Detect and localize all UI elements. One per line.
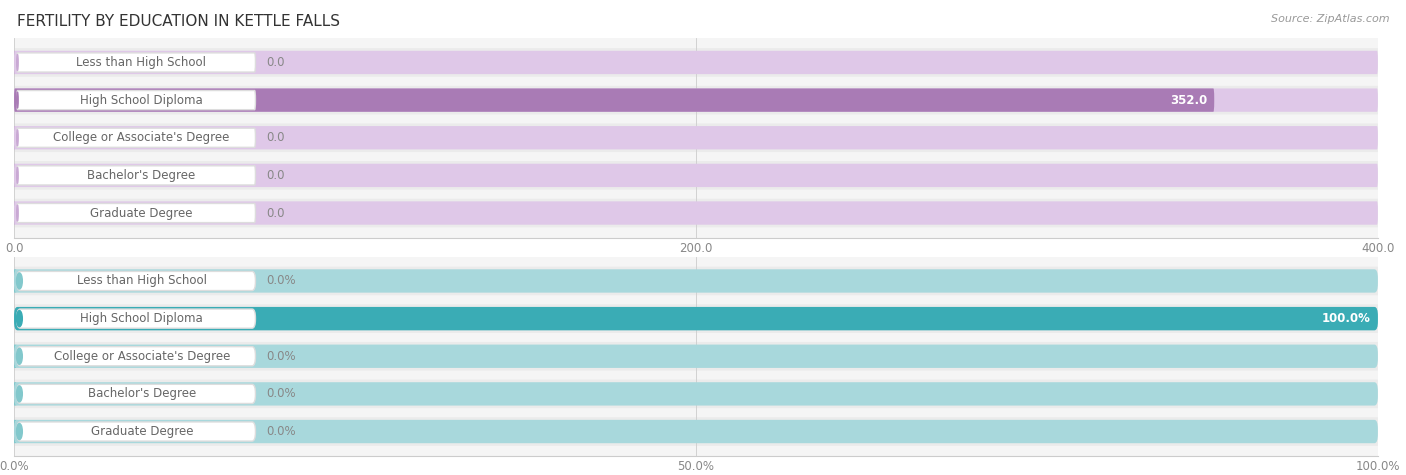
Text: 0.0: 0.0 [266, 207, 285, 219]
FancyBboxPatch shape [14, 124, 1378, 152]
FancyBboxPatch shape [14, 126, 1378, 150]
FancyBboxPatch shape [14, 161, 1378, 190]
Text: 0.0: 0.0 [266, 131, 285, 144]
FancyBboxPatch shape [17, 166, 256, 185]
FancyBboxPatch shape [17, 309, 256, 328]
FancyBboxPatch shape [14, 88, 1378, 112]
Text: Graduate Degree: Graduate Degree [90, 425, 193, 438]
FancyBboxPatch shape [13, 201, 15, 225]
FancyBboxPatch shape [13, 51, 15, 74]
FancyBboxPatch shape [14, 48, 1378, 77]
FancyBboxPatch shape [11, 382, 17, 406]
Text: 0.0%: 0.0% [266, 425, 297, 438]
Circle shape [17, 386, 22, 402]
Circle shape [17, 167, 18, 183]
FancyBboxPatch shape [14, 417, 1378, 446]
FancyBboxPatch shape [14, 380, 1378, 408]
FancyBboxPatch shape [14, 269, 1378, 293]
Text: Graduate Degree: Graduate Degree [90, 207, 193, 219]
Circle shape [17, 92, 18, 108]
FancyBboxPatch shape [11, 344, 17, 368]
FancyBboxPatch shape [17, 53, 256, 72]
Text: 352.0: 352.0 [1170, 94, 1208, 106]
Text: FERTILITY BY EDUCATION IN KETTLE FALLS: FERTILITY BY EDUCATION IN KETTLE FALLS [17, 14, 340, 29]
FancyBboxPatch shape [14, 342, 1378, 370]
FancyBboxPatch shape [17, 422, 256, 441]
Text: Bachelor's Degree: Bachelor's Degree [87, 388, 195, 400]
FancyBboxPatch shape [11, 420, 17, 443]
Circle shape [17, 130, 18, 146]
FancyBboxPatch shape [17, 384, 256, 403]
FancyBboxPatch shape [14, 344, 1378, 368]
Circle shape [17, 205, 18, 221]
FancyBboxPatch shape [11, 269, 17, 293]
Circle shape [17, 55, 18, 70]
FancyBboxPatch shape [14, 201, 1378, 225]
FancyBboxPatch shape [14, 420, 1378, 443]
FancyBboxPatch shape [14, 307, 1378, 330]
Text: High School Diploma: High School Diploma [80, 312, 202, 325]
FancyBboxPatch shape [14, 307, 1378, 330]
Text: College or Associate's Degree: College or Associate's Degree [53, 350, 231, 363]
Text: High School Diploma: High School Diploma [80, 94, 202, 106]
Text: 0.0: 0.0 [266, 169, 285, 182]
Circle shape [17, 424, 22, 439]
Text: Bachelor's Degree: Bachelor's Degree [87, 169, 195, 182]
Text: 0.0%: 0.0% [266, 388, 297, 400]
FancyBboxPatch shape [17, 271, 256, 291]
FancyBboxPatch shape [14, 266, 1378, 295]
FancyBboxPatch shape [17, 128, 256, 147]
FancyBboxPatch shape [14, 88, 1215, 112]
Text: College or Associate's Degree: College or Associate's Degree [53, 131, 229, 144]
FancyBboxPatch shape [14, 199, 1378, 228]
Text: 0.0: 0.0 [266, 56, 285, 69]
FancyBboxPatch shape [17, 203, 256, 223]
FancyBboxPatch shape [14, 304, 1378, 333]
FancyBboxPatch shape [13, 164, 15, 187]
FancyBboxPatch shape [13, 126, 15, 150]
Text: 100.0%: 100.0% [1322, 312, 1371, 325]
Circle shape [17, 273, 22, 289]
Text: Less than High School: Less than High School [76, 56, 207, 69]
FancyBboxPatch shape [14, 51, 1378, 74]
FancyBboxPatch shape [14, 164, 1378, 187]
Text: 0.0%: 0.0% [266, 275, 297, 287]
Text: Less than High School: Less than High School [77, 275, 207, 287]
Text: Source: ZipAtlas.com: Source: ZipAtlas.com [1271, 14, 1389, 24]
FancyBboxPatch shape [14, 382, 1378, 406]
FancyBboxPatch shape [17, 347, 256, 366]
Circle shape [17, 348, 22, 364]
FancyBboxPatch shape [17, 91, 256, 110]
FancyBboxPatch shape [14, 86, 1378, 114]
Circle shape [17, 311, 22, 327]
Text: 0.0%: 0.0% [266, 350, 297, 363]
